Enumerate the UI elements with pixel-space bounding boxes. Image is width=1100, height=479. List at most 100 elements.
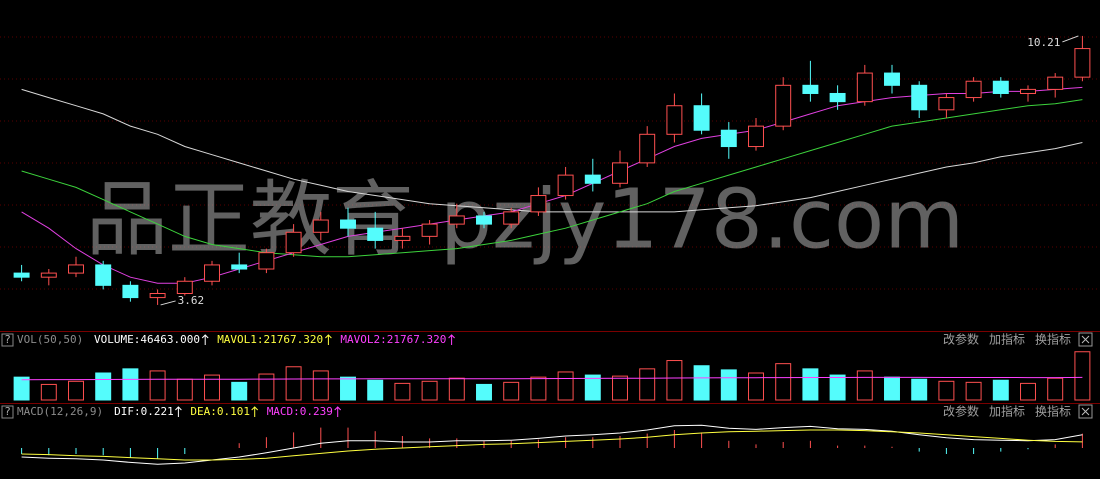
volume-bar (802, 368, 819, 401)
volume-bar (911, 378, 928, 401)
candle-body (367, 227, 384, 241)
candle-body (285, 231, 302, 254)
candle-body (693, 105, 710, 131)
toolbar-button[interactable]: 加指标 (989, 332, 1025, 347)
candle-body (312, 219, 329, 233)
close-icon (1081, 335, 1090, 344)
indicator-readout: DIF:0.221 (114, 405, 174, 418)
candle-body (965, 80, 982, 99)
indicator-readout: MACD:0.239 (267, 405, 333, 418)
min-price-label: 3.62 (178, 294, 205, 307)
macd-line (21, 424, 1083, 465)
volume-bar (748, 372, 764, 401)
volume-bar (584, 374, 601, 401)
volume-bar (530, 376, 547, 401)
volume-bar (340, 376, 356, 401)
candle-body (666, 105, 683, 135)
candle-body (231, 264, 248, 270)
volume-bar (503, 381, 520, 401)
volume-bar (122, 368, 139, 401)
toolbar-button[interactable]: 换指标 (1035, 404, 1071, 419)
candle-body (1074, 48, 1091, 78)
candle-body (122, 284, 139, 299)
volume-bar (992, 379, 1009, 401)
volume-bar (40, 383, 57, 401)
moving-average-line (21, 86, 1083, 284)
candle-body (775, 84, 792, 127)
help-button-label: ? (4, 405, 11, 418)
volume-bar (1074, 351, 1091, 401)
toolbar-button[interactable]: 改参数 (943, 404, 979, 419)
volume-average-line (21, 376, 1083, 381)
trend-arrow (325, 334, 332, 345)
indicator-readout: DEA:0.101 (190, 405, 250, 418)
volume-bar (1047, 377, 1064, 401)
volume-bar (95, 372, 112, 401)
volume-bar (258, 373, 275, 401)
volume-bar (149, 370, 166, 401)
trend-arrow (448, 334, 455, 345)
candle-body (394, 235, 411, 241)
candle-body (856, 72, 873, 103)
volume-bar (775, 363, 792, 401)
candle-body (748, 125, 764, 148)
candle-body (829, 92, 846, 103)
volume-bar (312, 370, 329, 401)
candle-body (204, 264, 220, 282)
volume-bar (476, 383, 492, 401)
volume-bar (448, 377, 465, 401)
volume-bar (720, 369, 737, 401)
help-button[interactable] (1, 405, 14, 419)
candle-body (720, 129, 737, 148)
moving-average-line (21, 99, 1083, 258)
toolbar-button[interactable]: 加指标 (989, 404, 1025, 419)
marker-line (1062, 35, 1079, 43)
candle-body (612, 162, 628, 184)
volume-bar (666, 360, 683, 401)
volume-bar (176, 378, 193, 401)
candle-body (1020, 88, 1036, 94)
volume-bar (639, 368, 656, 401)
indicator-name: MACD(12,26,9) (17, 405, 103, 418)
indicator-readout: VOLUME:46463.000 (94, 333, 200, 346)
candle-body (68, 264, 84, 274)
trend-arrow (334, 406, 342, 417)
candle-body (476, 215, 492, 225)
indicator-name: VOL(50,50) (17, 333, 83, 346)
volume-bar (856, 370, 873, 401)
price-grid (0, 36, 1100, 290)
candle-body (911, 84, 928, 111)
candle-body (1047, 76, 1064, 90)
candle-body (340, 219, 356, 229)
volume-bar (829, 374, 846, 401)
indicator-readout: MAVOL2:21767.320 (340, 333, 446, 346)
volume-bar (204, 374, 220, 401)
close-button[interactable] (1078, 332, 1093, 347)
volume-bar (965, 381, 982, 401)
toolbar-button[interactable]: 改参数 (943, 332, 979, 347)
indicator-readout: MAVOL1:21767.320 (217, 333, 323, 346)
max-price-label: 10.21 (1027, 36, 1060, 49)
help-button-label: ? (4, 333, 11, 346)
trend-arrow (251, 406, 259, 417)
volume-bar (394, 382, 411, 401)
volume-bar (231, 381, 248, 401)
volume-bar (884, 376, 900, 401)
candle-body (530, 195, 547, 213)
candle-body (448, 215, 465, 225)
toolbar-button[interactable]: 换指标 (1035, 332, 1071, 347)
close-button[interactable] (1078, 404, 1093, 419)
candle-body (639, 133, 656, 164)
volume-bar (693, 365, 710, 401)
help-button[interactable] (1, 333, 14, 347)
volume-bar (13, 376, 30, 401)
volume-bar (612, 375, 628, 401)
candle-body (884, 72, 900, 86)
candle-body (95, 264, 112, 286)
volume-bar (68, 380, 84, 401)
candle-body (421, 223, 438, 237)
candle-body (176, 280, 193, 295)
candle-body (40, 272, 57, 278)
volume-bar (421, 380, 438, 401)
moving-average-line (21, 88, 1083, 213)
